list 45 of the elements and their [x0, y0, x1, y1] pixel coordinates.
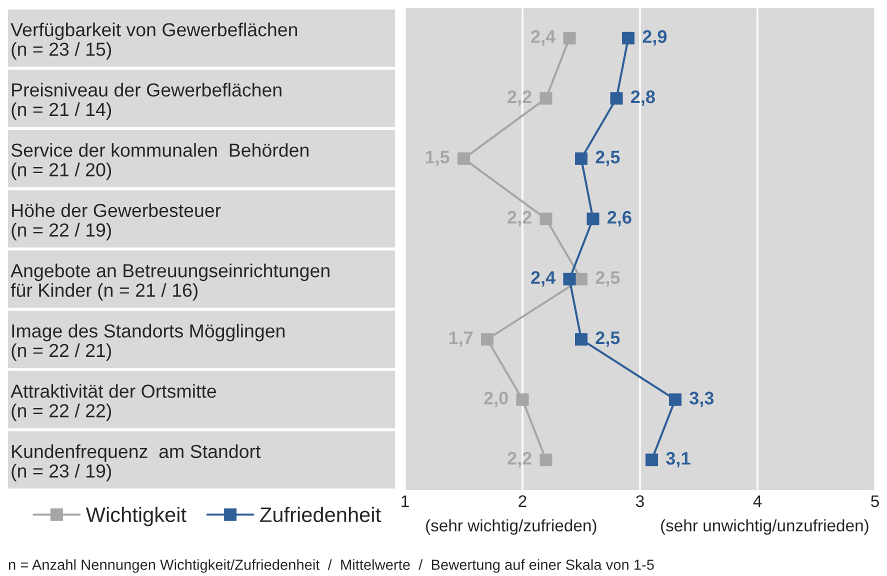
- data-label: 3,3: [690, 392, 714, 408]
- data-label: 2,6: [608, 210, 632, 226]
- data-label: 2,5: [596, 150, 620, 166]
- y-tick-label: Verfügbarkeit von Gewerbeflächen (n = 23 / 15): [10, 22, 298, 60]
- point: [516, 393, 529, 406]
- point: [622, 32, 634, 44]
- y-tick-label: Höhe der Gewerbesteuer (n = 22 / 19): [12, 203, 221, 240]
- data-label: 3,1: [666, 452, 690, 468]
- point: [458, 152, 470, 165]
- data-label: 2,2: [508, 210, 532, 226]
- data-label: 2,9: [642, 30, 667, 46]
- point: [669, 393, 682, 406]
- point: [563, 272, 576, 286]
- x-tick-label: 2: [518, 495, 526, 507]
- point: [481, 333, 494, 346]
- point: [575, 333, 588, 346]
- x-tick-label: 5: [871, 495, 879, 508]
- data-label: 2,2: [508, 90, 532, 106]
- point: [646, 454, 658, 466]
- point: [575, 152, 588, 165]
- data-label: 2,8: [631, 90, 655, 106]
- y-tick-label: Service der kommunalen Behörden (n = 21 / 20): [11, 143, 308, 180]
- text: n = Anzahl Nennungen Wichtigkeit/Zufriedenheit / Mittelwerte / Bewertung auf einer Skala von 1-5: [8, 559, 654, 573]
- point: [586, 212, 600, 226]
- data-label: 2,5: [596, 331, 620, 347]
- y-tick-label: Image des Standorts Mögglingen (n = 22 / 21): [12, 324, 285, 361]
- data-label: 2,4: [531, 271, 556, 287]
- y-tick-label: Attraktivität der Ortsmitte (n = 22 / 22): [10, 384, 216, 422]
- x-tick-label: 1: [402, 495, 409, 507]
- legend-label: Zufriedenheit: [260, 506, 381, 522]
- text: (sehr unwichtig/unzufrieden): [661, 519, 868, 535]
- data-label: 2,2: [508, 452, 532, 468]
- legend-label: Wichtigkeit: [86, 506, 186, 526]
- point: [540, 454, 552, 466]
- y-tick-label: Preisniveau der Gewerbeflächen (n = 21 / 14): [12, 82, 282, 120]
- x-tick-label: 4: [753, 495, 762, 507]
- point: [610, 92, 623, 105]
- x-tick-label: 3: [636, 495, 644, 508]
- point: [540, 92, 552, 105]
- y-tick-label: Angebote an Betreuungseinrichtungen für Kinder (n = 21 / 16): [10, 264, 330, 301]
- point: [563, 32, 576, 44]
- text: (sehr wichtig/zufrieden): [426, 519, 596, 535]
- y-tick-label: Kundenfrequenz am Standort (n = 23 / 19): [12, 444, 261, 482]
- point: [575, 272, 588, 286]
- point: [540, 212, 552, 226]
